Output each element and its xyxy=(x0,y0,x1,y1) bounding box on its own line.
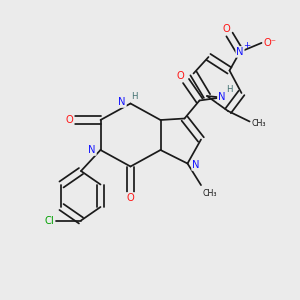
Text: N: N xyxy=(236,47,244,57)
Text: +: + xyxy=(243,41,250,50)
Text: O: O xyxy=(66,115,74,125)
Text: N: N xyxy=(118,97,126,107)
Text: CH₃: CH₃ xyxy=(251,118,266,127)
Text: Cl: Cl xyxy=(44,215,54,226)
Text: H: H xyxy=(226,85,233,94)
Text: N: N xyxy=(192,160,200,170)
Text: O: O xyxy=(223,24,230,34)
Text: O⁻: O⁻ xyxy=(263,38,277,48)
Text: O: O xyxy=(177,70,184,81)
Text: CH₃: CH₃ xyxy=(203,189,217,198)
Text: N: N xyxy=(218,92,226,102)
Text: H: H xyxy=(131,92,137,101)
Text: O: O xyxy=(127,193,134,203)
Text: N: N xyxy=(88,145,96,155)
